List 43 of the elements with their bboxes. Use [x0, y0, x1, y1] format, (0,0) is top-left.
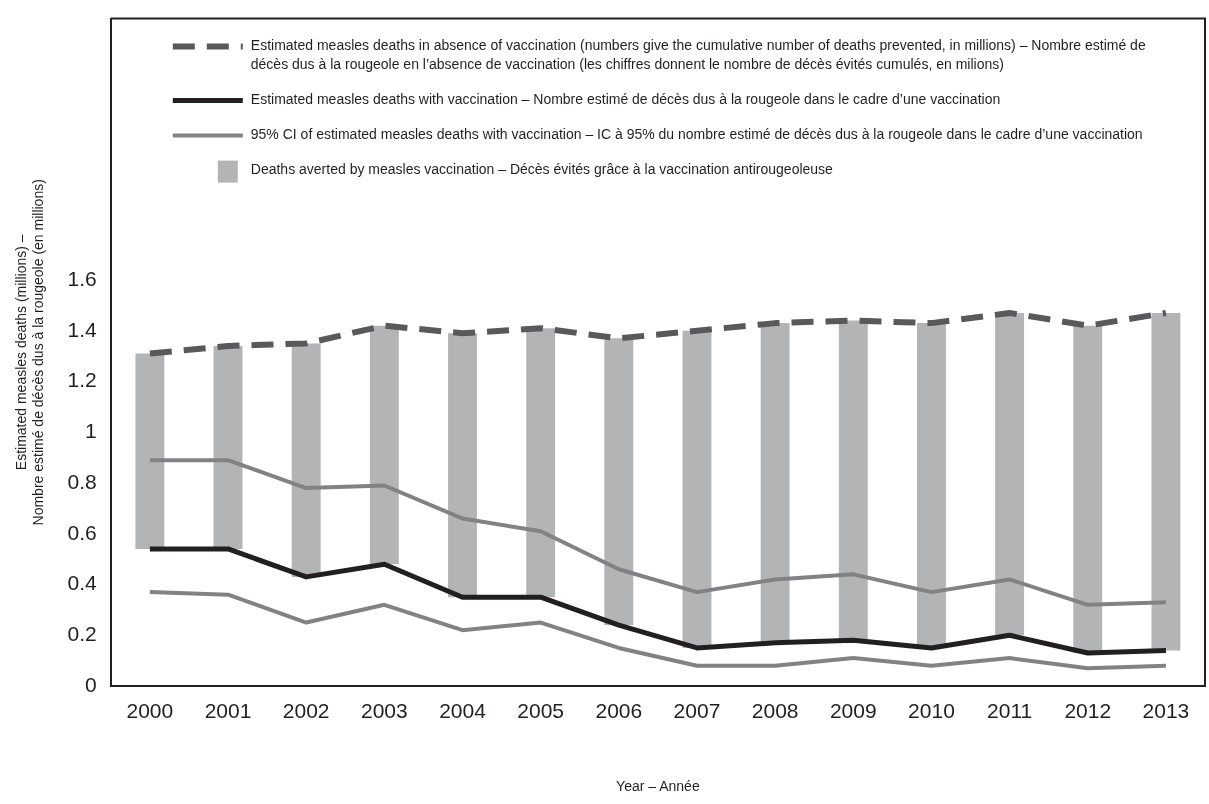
- bar: [760, 323, 790, 643]
- bar: [604, 338, 634, 626]
- x-tick-label: 2004: [439, 699, 487, 723]
- y-tick-label: 1: [85, 419, 97, 443]
- y-tick-label: 0.2: [67, 622, 97, 646]
- legend-label: 95% CI of estimated measles deaths with vaccination – IC à 95% du nombre estimé de décès dus à la rougeole dans le cadre d’une vaccination: [250, 126, 1143, 143]
- y-tick-label: 0: [85, 672, 97, 696]
- y-axis-title: Estimated measles deaths (millions) – Nombre estimé de décès dus à la rougeole (en millions): [13, 179, 47, 526]
- x-tick-label: 2001: [204, 699, 252, 723]
- bar: [995, 312, 1025, 636]
- x-tick-label: 2008: [751, 699, 799, 723]
- bar: [526, 328, 556, 598]
- bar: [291, 343, 321, 577]
- x-tick-label: 2010: [908, 699, 955, 723]
- bar: [682, 330, 712, 648]
- bar: [1073, 325, 1103, 654]
- bar: [213, 345, 243, 549]
- x-tick-label: 2003: [360, 699, 408, 723]
- x-axis-title: Year – Année: [616, 778, 700, 795]
- bar: [916, 323, 946, 648]
- legend-label: Deaths averted by measles vaccination – Décès évités grâce à la vaccination antirougeoleuse: [250, 161, 834, 178]
- y-tick-label: 0.4: [67, 571, 98, 595]
- x-tick-label: 2012: [1064, 699, 1112, 723]
- y-tick-label: 1.6: [67, 266, 97, 290]
- x-tick-label: 2011: [987, 699, 1033, 723]
- bar: [448, 333, 477, 598]
- x-tick-label: 2013: [1142, 699, 1190, 723]
- y-tick-label: 0.8: [67, 469, 97, 493]
- bar: [369, 325, 399, 565]
- x-tick-label: 2000: [126, 699, 174, 723]
- y-tick-label: 1.4: [67, 317, 98, 341]
- legend-label: Estimated measles deaths in absence of vaccination (numbers give the cumulative number of deaths prevented, in millions) – Nombre estimé de décès dus à la rougeole en l’absence de vaccination (les chiffres donnent le nombre de décès évités cumulés, en milions): [250, 37, 1146, 73]
- y-tick-label: 0.6: [67, 520, 97, 544]
- legend-label: Estimated measles deaths with vaccination – Nombre estimé de décès dus à la rougeole dans le cadre d’une vaccination: [250, 91, 1001, 108]
- x-tick-label: 2006: [595, 699, 643, 723]
- bar: [135, 353, 165, 549]
- bar: [1151, 312, 1181, 651]
- x-tick-label: 2005: [517, 699, 565, 723]
- x-tick-label: 2007: [673, 699, 721, 723]
- x-tick-label: 2009: [829, 699, 877, 723]
- bar: [838, 320, 868, 641]
- y-tick-label: 1.2: [67, 368, 97, 392]
- x-tick-label: 2002: [282, 699, 330, 723]
